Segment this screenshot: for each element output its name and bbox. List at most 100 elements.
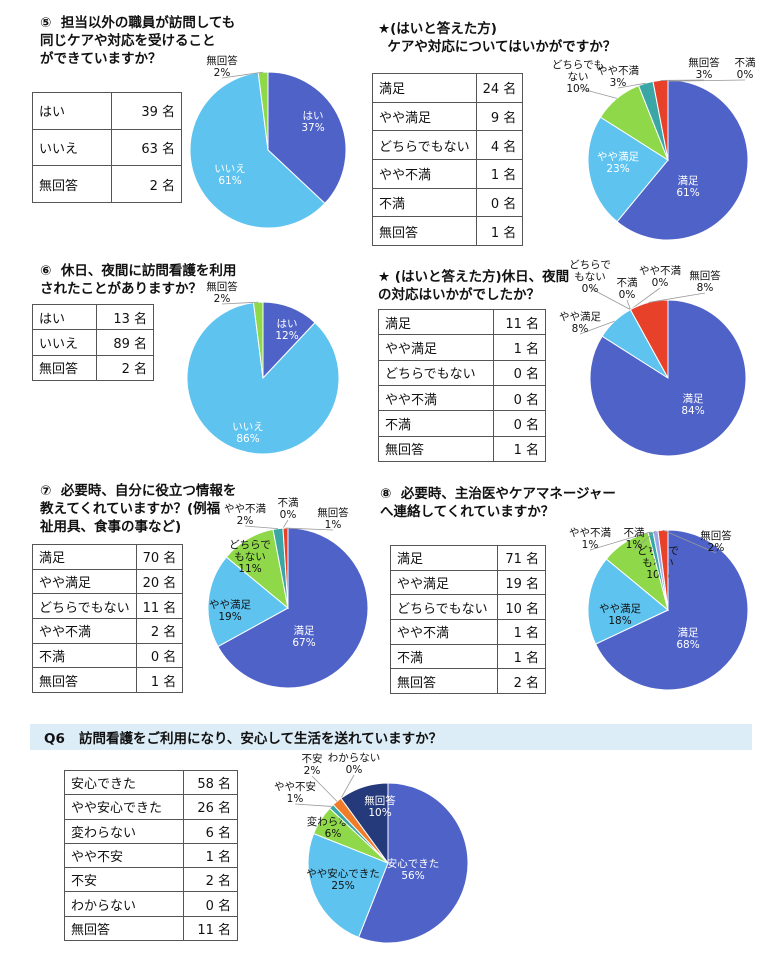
pie-slice <box>589 299 747 457</box>
row-label: 無回答 <box>377 435 495 462</box>
row-label: やや不満 <box>390 618 498 645</box>
row-value: 0 名 <box>135 642 184 669</box>
table-row: やや安心できた 26 名 <box>63 794 238 820</box>
slice-label: やや不安 1% <box>274 780 316 805</box>
slice-label: 満足 68% <box>676 627 699 651</box>
leader-line <box>630 287 661 310</box>
slice-label: 無回答 2% <box>206 54 238 79</box>
table-row: 無回答 2 名 <box>32 354 155 381</box>
leader-line <box>633 530 656 551</box>
row-label: 無回答 <box>32 165 112 203</box>
leader-line <box>662 529 717 554</box>
table-row: 不満 0 名 <box>32 642 184 669</box>
pie-slice <box>307 832 389 939</box>
row-value: 2 名 <box>135 617 184 644</box>
pie-slice <box>189 72 326 229</box>
row-value: 71 名 <box>496 545 547 571</box>
table-row: やや不安 1 名 <box>63 842 238 869</box>
pie-slice <box>629 299 669 379</box>
row-label: どちらでもない <box>372 130 477 160</box>
q6s-table: 満足 11 名やや満足 1 名どちらでもない 0 名やや不満 0 名不満 0 名無回答 1 … <box>377 308 546 462</box>
row-label: やや安心できた <box>63 794 185 820</box>
row-value: 0 名 <box>475 187 524 218</box>
table-row: いいえ 89 名 <box>32 329 155 356</box>
q6-question: ⑥ 休日、夜間に訪問看護を利用 されたことがありますか？ <box>40 263 237 297</box>
q9-question: Q6 訪問看護をご利用になり、安心して生活を送れていますか？ <box>44 731 443 747</box>
row-value: 10 名 <box>496 594 547 620</box>
table-row: 満足 24 名 <box>372 73 524 103</box>
row-label: やや不満 <box>372 158 477 189</box>
row-label: 無回答 <box>390 668 498 694</box>
slice-label: 無回答 2% <box>206 280 238 305</box>
slice-label: 満足 67% <box>292 625 315 649</box>
pie-slice <box>217 527 369 689</box>
q8-table: 満足 71 名やや満足 19 名どちらでもない 10 名やや不満 1 名不満 1 名無回答… <box>390 545 547 694</box>
row-label: どちらでもない <box>32 593 137 619</box>
table-row: はい 39 名 <box>32 92 183 130</box>
q8-question: ⑧ 必要時、主治医やケアマネージャー へ連絡してくれていますか？ <box>380 486 616 520</box>
slice-label: やや満足 18% <box>599 603 641 627</box>
row-value: 1 名 <box>496 618 547 645</box>
row-value: 2 名 <box>496 668 547 694</box>
leader-line <box>221 301 259 305</box>
row-label: 無回答 <box>32 667 137 693</box>
q5s-question: ★(はいと答えた方) ケアや対応についてはいかがですか？ <box>378 21 617 55</box>
row-label: どちらでもない <box>377 359 495 386</box>
table-row: 無回答 1 名 <box>32 667 184 693</box>
slice-label: やや不満 1% <box>569 527 611 551</box>
row-label: どちらでもない <box>390 594 498 620</box>
table-row: どちらでもない 4 名 <box>372 130 524 160</box>
row-value: 4 名 <box>475 130 524 160</box>
table-row: どちらでもない 10 名 <box>390 594 547 620</box>
slice-label: やや不満 0% <box>639 265 681 289</box>
pie-slice <box>657 529 669 611</box>
table-row: どちらでもない 0 名 <box>377 359 546 386</box>
table-row: 無回答 1 名 <box>377 435 546 462</box>
row-label: いいえ <box>32 128 112 167</box>
row-label: 満足 <box>390 545 498 571</box>
table-row: いいえ 63 名 <box>32 128 183 167</box>
row-value: 39 名 <box>110 92 183 130</box>
row-label: 不満 <box>32 642 137 669</box>
row-label: 不満 <box>377 410 495 437</box>
slice-label: はい 12% <box>275 318 298 342</box>
row-label: はい <box>32 92 112 130</box>
row-label: やや不満 <box>32 617 137 644</box>
row-value: 0 名 <box>493 410 546 437</box>
slice-label: やや不満 3% <box>597 65 639 89</box>
row-label: 無回答 <box>372 216 477 246</box>
leader-line <box>617 82 646 89</box>
slice-label: どちらでもない 0% <box>569 259 611 295</box>
pie-slice <box>357 782 469 944</box>
q9-table: 安心できた 58 名やや安心できた 26 名変わらない 6 名やや不安 1 名不安 2 名… <box>63 769 238 941</box>
row-value: 89 名 <box>95 329 155 356</box>
leader-line <box>648 292 706 303</box>
q7-question: ⑦ 必要時、自分に役立つ情報を 教えてくれていますか？(例福 祉用具、食事の事な… <box>40 483 237 535</box>
row-value: 1 名 <box>493 435 546 462</box>
row-label: 無回答 <box>32 354 97 381</box>
q5-question: ⑤ 担当以外の職員が訪問しても 同じケアや対応を受けること ができていますか？ <box>40 15 236 67</box>
q5-table: はい 39 名いいえ 63 名無回答 2 名 <box>32 92 183 203</box>
table-row: 無回答 11 名 <box>63 915 238 941</box>
row-value: 9 名 <box>475 101 524 132</box>
pie-slice <box>587 558 669 645</box>
leader-line <box>244 525 279 530</box>
slice-label: 無回答 2% <box>700 529 732 554</box>
q9-banner <box>30 724 752 750</box>
slice-label: いいえ 61% <box>214 163 246 187</box>
row-label: 満足 <box>32 544 137 570</box>
slice-label: 不満 0% <box>278 497 299 521</box>
row-label: 不安 <box>63 867 185 893</box>
row-value: 2 名 <box>110 165 183 203</box>
row-value: 1 名 <box>475 216 524 246</box>
slice-label: 無回答 10% <box>364 794 396 819</box>
slice-label: 満足 84% <box>681 393 704 417</box>
slice-label: やや満足 19% <box>209 599 251 623</box>
